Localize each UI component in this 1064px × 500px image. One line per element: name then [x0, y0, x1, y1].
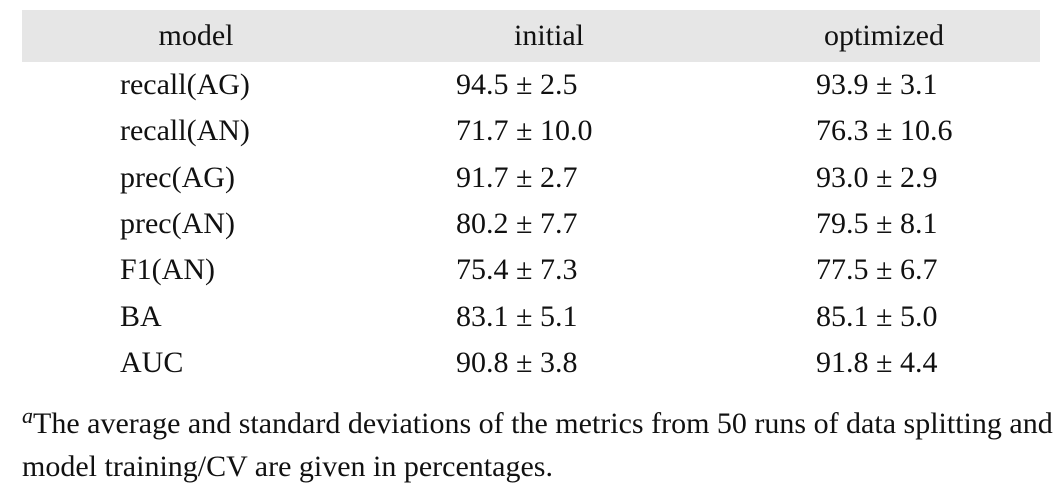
metric-cell: 76.3 ± 10.6	[816, 114, 953, 148]
metric-cell: 93.9 ± 3.1	[816, 68, 938, 102]
table-row: BA 83.1 ± 5.1 85.1 ± 5.0	[22, 293, 1040, 339]
table-row: recall(AG) 94.5 ± 2.5 93.9 ± 3.1	[22, 62, 1040, 108]
metric-cell: 80.2 ± 7.7	[456, 207, 578, 241]
row-label: recall(AN)	[120, 114, 250, 148]
row-label: AUC	[120, 345, 184, 379]
table-header: model initial optimized	[22, 10, 1040, 62]
metric-cell: 79.5 ± 8.1	[816, 207, 938, 241]
metric-cell: 75.4 ± 7.3	[456, 253, 578, 287]
metrics-table: model initial optimized recall(AG) 94.5 ± 2…	[22, 10, 1040, 386]
header-cell: initial	[514, 19, 584, 52]
metric-cell: 83.1 ± 5.1	[456, 299, 578, 333]
table-row: AUC 90.8 ± 3.8 91.8 ± 4.4	[22, 340, 1040, 386]
metric-cell: 94.5 ± 2.5	[456, 68, 578, 102]
header-row: model initial optimized	[22, 10, 1040, 62]
footnote-text: The average and standard deviations of t…	[22, 407, 1053, 483]
row-label: BA	[120, 299, 162, 333]
metric-cell: 77.5 ± 6.7	[816, 253, 938, 287]
row-label: prec(AN)	[120, 207, 235, 241]
metric-cell: 71.7 ± 10.0	[456, 114, 593, 148]
metric-cell: 91.7 ± 2.7	[456, 160, 578, 194]
metric-cell: 85.1 ± 5.0	[816, 299, 938, 333]
table-row: prec(AN) 80.2 ± 7.7 79.5 ± 8.1	[22, 201, 1040, 247]
header-cell: model	[158, 19, 234, 52]
header-cell: optimized	[824, 19, 944, 52]
table-row: recall(AN) 71.7 ± 10.0 76.3 ± 10.6	[22, 108, 1040, 154]
metric-cell: 93.0 ± 2.9	[816, 160, 938, 194]
metric-cell: 90.8 ± 3.8	[456, 345, 578, 379]
row-label: recall(AG)	[120, 68, 250, 102]
footnote: aThe average and standard deviations of …	[22, 402, 1058, 488]
table-row: prec(AG) 91.7 ± 2.7 93.0 ± 2.9	[22, 155, 1040, 201]
metric-cell: 91.8 ± 4.4	[816, 345, 938, 379]
row-label: prec(AG)	[120, 160, 235, 194]
row-label: F1(AN)	[120, 253, 215, 287]
table-body: recall(AG) 94.5 ± 2.5 93.9 ± 3.1 recall(AN)…	[22, 62, 1040, 386]
footnote-marker: a	[22, 403, 33, 428]
table-row: F1(AN) 75.4 ± 7.3 77.5 ± 6.7	[22, 247, 1040, 293]
